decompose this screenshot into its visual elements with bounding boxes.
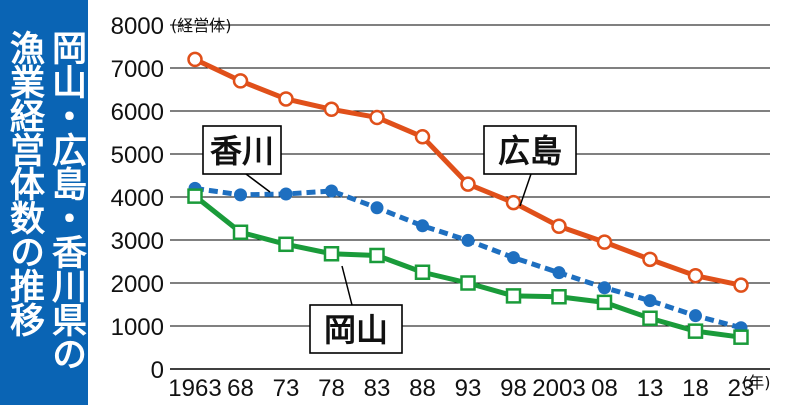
data-point-hiroshima-08 — [596, 234, 613, 250]
data-point-hiroshima-68 — [232, 73, 249, 89]
series-label-pointer-okayama — [341, 265, 353, 306]
series-label-okayama: 岡山 — [324, 311, 388, 349]
series-lines — [193, 57, 742, 340]
data-point-hiroshima-13 — [642, 251, 658, 268]
series-markers — [187, 51, 749, 345]
data-point-okayama-68 — [232, 224, 249, 241]
grid-lines — [170, 24, 770, 370]
x-tick-label-1963: 1963 — [168, 375, 221, 402]
series-label-pointer-kagawa — [245, 173, 271, 193]
data-point-kagawa-08 — [598, 281, 611, 295]
series-label-hiroshima: 広島 — [498, 132, 562, 170]
data-point-kagawa-73 — [279, 187, 293, 201]
data-point-kagawa-68 — [234, 188, 247, 202]
series-label-box-kagawa — [202, 125, 282, 175]
y-tick-label-7000: 7000 — [111, 56, 164, 83]
x-tick-label-23: 23 — [728, 375, 755, 402]
y-tick-label-2000: 2000 — [111, 271, 164, 298]
data-point-hiroshima-83 — [369, 109, 385, 126]
data-point-kagawa-83 — [370, 201, 384, 215]
data-point-okayama-08 — [596, 294, 613, 311]
data-point-okayama-83 — [369, 247, 385, 264]
x-tick-label-98: 98 — [500, 375, 527, 402]
x-tick-label-2003: 2003 — [532, 375, 585, 402]
y-tick-label-1000: 1000 — [111, 314, 164, 341]
side-title-panel: 岡山・広島・香川県の 漁業経営体数の推移 — [0, 0, 88, 405]
y-tick-label-3000: 3000 — [111, 228, 164, 255]
y-tick-label-0: 0 — [151, 357, 164, 384]
x-tick-label-83: 83 — [364, 375, 391, 402]
x-tick-label-78: 78 — [318, 375, 345, 402]
data-point-okayama-23 — [733, 329, 749, 345]
series-line-kagawa — [194, 185, 742, 331]
data-point-okayama-1963 — [187, 188, 203, 204]
series-label-box-okayama — [309, 304, 403, 354]
x-tick-label-68: 68 — [227, 375, 254, 402]
y-axis-unit: (経営体) — [171, 16, 232, 35]
data-point-okayama-18 — [687, 323, 704, 339]
data-point-kagawa-98 — [507, 251, 520, 265]
data-point-okayama-93 — [460, 275, 476, 291]
data-point-okayama-13 — [642, 310, 658, 327]
data-point-hiroshima-23 — [733, 277, 749, 293]
x-tick-label-73: 73 — [273, 375, 300, 402]
data-point-hiroshima-98 — [505, 194, 522, 211]
data-point-hiroshima-78 — [323, 101, 340, 118]
data-point-hiroshima-93 — [460, 176, 476, 192]
data-point-okayama-78 — [323, 246, 340, 262]
x-tick-label-18: 18 — [682, 375, 709, 402]
data-point-hiroshima-18 — [687, 267, 704, 284]
data-point-okayama-88 — [414, 264, 431, 280]
side-title-line-1: 岡山・広島・香川県の — [46, 30, 86, 370]
data-point-kagawa-88 — [416, 219, 429, 233]
data-point-hiroshima-2003 — [551, 218, 567, 234]
x-tick-label-93: 93 — [455, 375, 482, 402]
data-point-kagawa-13 — [643, 294, 657, 308]
data-point-kagawa-18 — [689, 309, 702, 323]
y-tick-label-5000: 5000 — [111, 142, 164, 169]
x-axis-ticks: 1963 68 73 78 83 88 93 98 2003 08 13 18 23 — [168, 375, 754, 402]
data-point-hiroshima-1963 — [187, 51, 203, 68]
data-point-hiroshima-88 — [414, 129, 431, 145]
x-tick-label-88: 88 — [409, 375, 436, 402]
x-axis-unit: (年) — [742, 373, 771, 392]
y-axis-ticks: 0 1000 2000 3000 4000 5000 6000 7000 8000 — [111, 13, 164, 384]
data-point-okayama-2003 — [551, 289, 567, 305]
y-tick-label-6000: 6000 — [111, 99, 164, 126]
series-label-kagawa: 香川 — [210, 132, 274, 170]
data-point-okayama-73 — [278, 236, 294, 253]
series-line-okayama — [193, 194, 742, 340]
data-point-okayama-98 — [505, 288, 522, 304]
y-tick-label-8000: 8000 — [111, 13, 164, 40]
side-title-line-2: 漁業経営体数の推移 — [4, 30, 44, 336]
data-point-kagawa-2003 — [552, 266, 566, 280]
data-point-kagawa-78 — [325, 184, 338, 198]
x-tick-label-13: 13 — [637, 375, 664, 402]
series-label-pointer-hiroshima — [519, 173, 532, 207]
x-tick-label-08: 08 — [591, 375, 618, 402]
data-point-kagawa-93 — [461, 233, 475, 247]
y-tick-label-4000: 4000 — [111, 185, 164, 212]
series-label-box-hiroshima — [483, 125, 577, 175]
data-point-hiroshima-73 — [278, 91, 294, 107]
